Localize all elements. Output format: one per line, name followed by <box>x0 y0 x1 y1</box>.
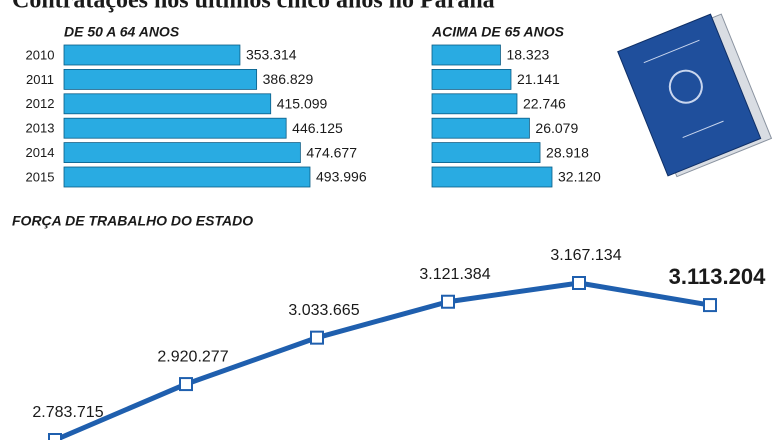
bar <box>431 69 512 90</box>
value-label: 22.746 <box>523 96 566 112</box>
category-label: 2015 <box>26 169 55 184</box>
chart-title: ACIMA DE 65 ANOS <box>431 24 565 40</box>
chart-title: DE 50 A 64 ANOS <box>64 24 180 40</box>
line <box>54 280 711 440</box>
bar <box>63 93 272 115</box>
value-label: 18.323 <box>506 47 549 63</box>
value-label: 21.141 <box>517 71 560 87</box>
value-label: 32.120 <box>558 169 601 185</box>
value-label: 3.167.134 <box>550 247 621 264</box>
category-label: 2010 <box>26 47 55 62</box>
bar <box>431 142 541 164</box>
category-label: 2012 <box>26 96 55 111</box>
bar <box>63 117 287 139</box>
value-label: 3.121.384 <box>419 266 490 283</box>
value-label: 415.099 <box>277 96 328 112</box>
bar <box>63 142 301 164</box>
chart-title: FORÇA DE TRABALHO DO ESTADO <box>12 213 253 229</box>
marker <box>310 330 324 345</box>
marker <box>179 377 193 392</box>
value-label: 474.677 <box>306 144 357 160</box>
bar <box>63 44 241 66</box>
bar <box>63 69 258 90</box>
bar <box>63 166 311 188</box>
bar <box>431 44 501 66</box>
marker <box>441 294 455 309</box>
value-label: 28.918 <box>546 144 589 160</box>
work-card-illustration <box>617 13 773 178</box>
value-label: 386.829 <box>263 71 314 87</box>
category-label: 2014 <box>26 145 55 160</box>
value-label: 446.125 <box>292 120 343 136</box>
category-label: 2011 <box>26 72 54 87</box>
page-title: Contratações nos últimos cinco anos no P… <box>12 0 495 14</box>
value-label: 493.996 <box>316 169 367 185</box>
value-label: 2.783.715 <box>32 404 103 421</box>
value-label: 3.033.665 <box>288 302 359 319</box>
value-label: 2.920.277 <box>157 348 228 365</box>
bar <box>431 117 530 139</box>
marker <box>48 433 62 440</box>
value-label: 26.079 <box>535 120 578 136</box>
bar <box>431 93 518 115</box>
value-label: 353.314 <box>246 47 297 63</box>
category-label: 2013 <box>26 121 55 136</box>
value-label: 3.113.204 <box>669 264 766 289</box>
marker <box>572 276 586 290</box>
marker <box>703 298 717 313</box>
bar <box>431 166 553 188</box>
